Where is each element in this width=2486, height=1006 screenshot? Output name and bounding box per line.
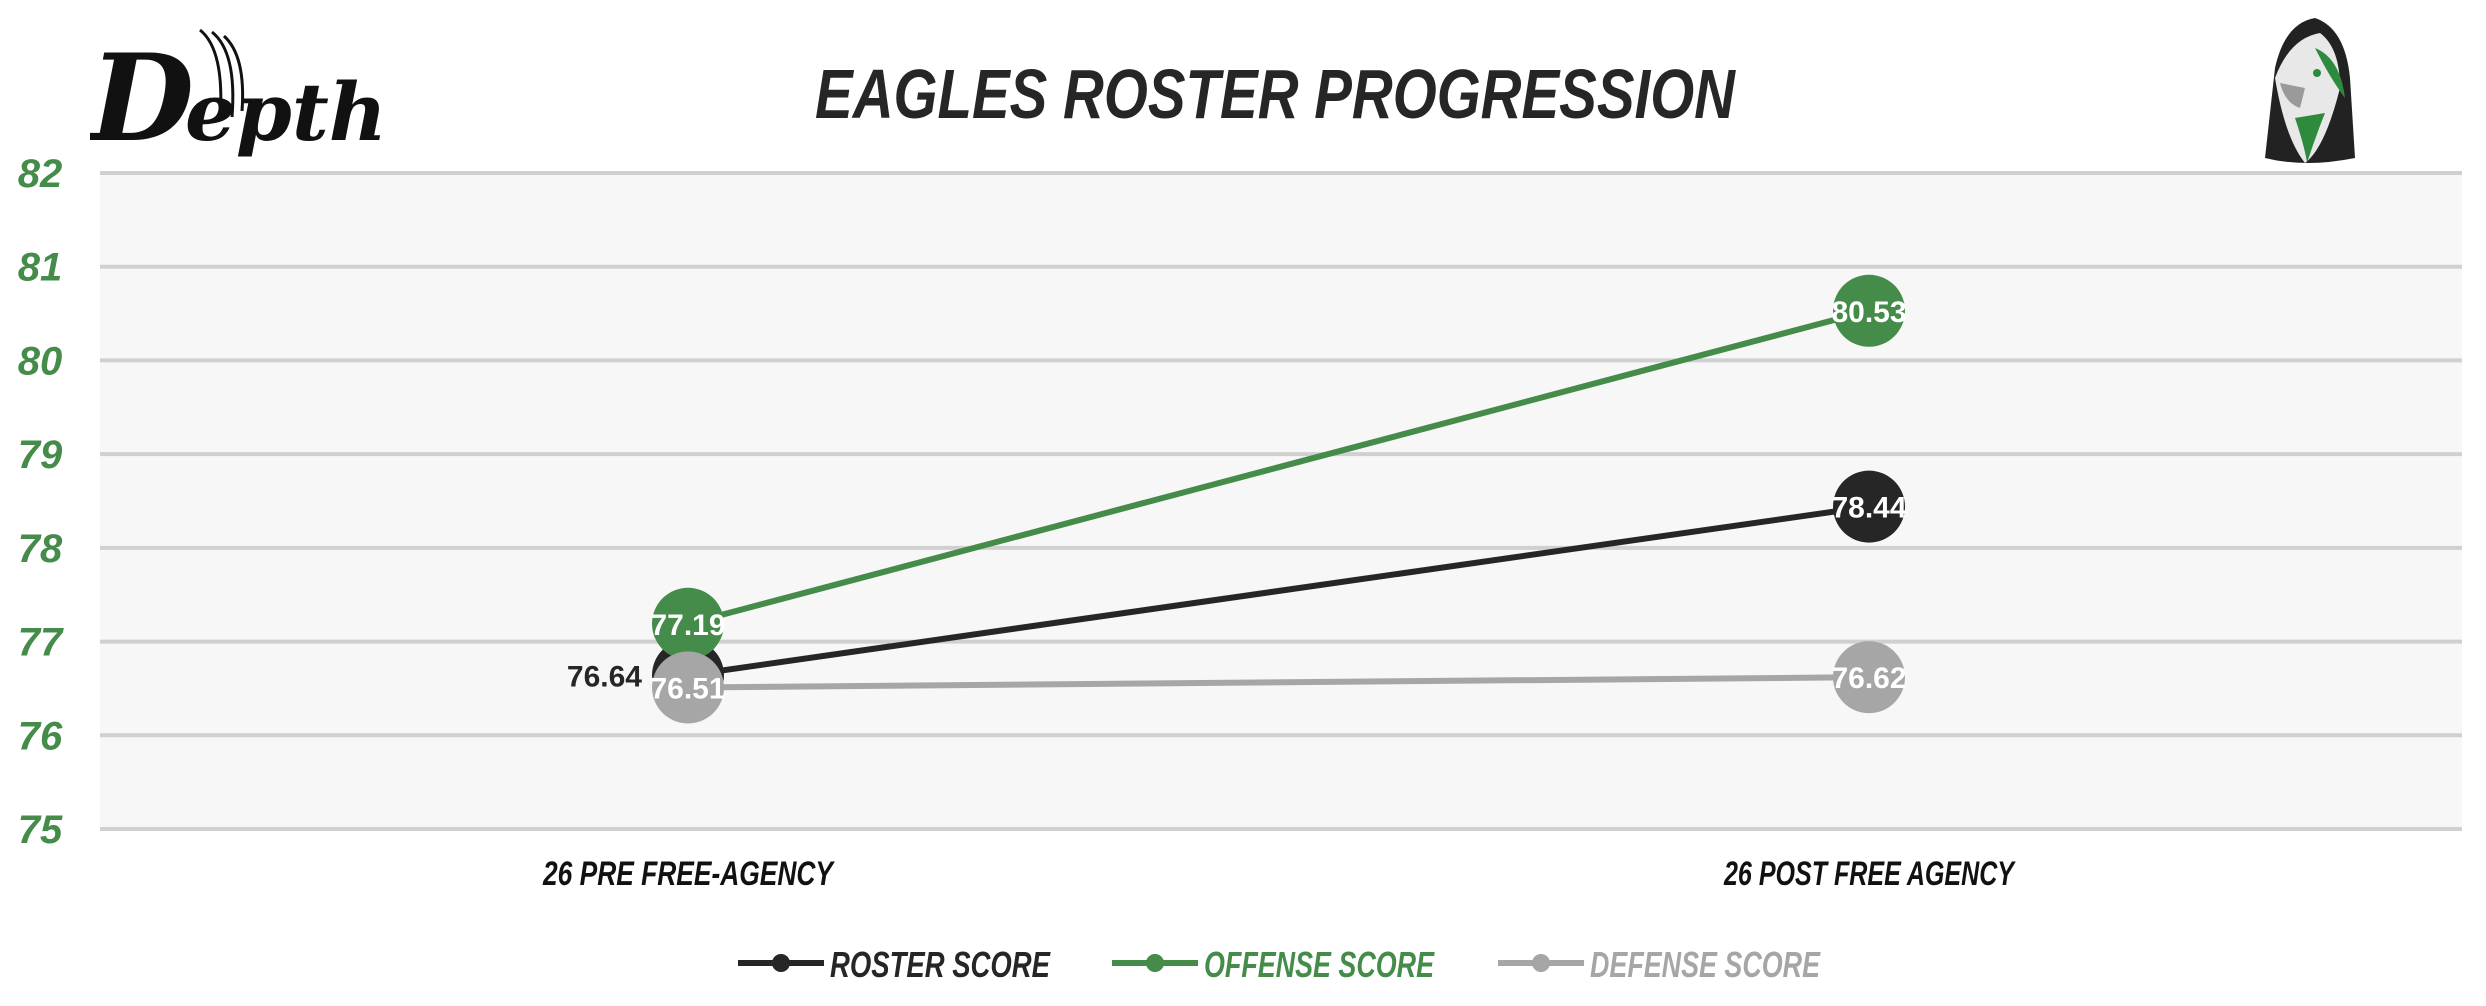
series-line: [687, 307, 1870, 627]
eagle-mascot-logo: [2265, 18, 2355, 163]
y-tick-label: 77: [18, 621, 64, 665]
y-tick-label: 76: [18, 714, 63, 758]
y-tick-label: 79: [18, 433, 63, 477]
data-point: [652, 587, 724, 660]
data-point: [1833, 274, 1905, 347]
chart-title: EAGLES ROSTER PROGRESSION: [815, 55, 1736, 133]
y-tick-label: 81: [18, 246, 63, 290]
data-label: 76.64: [567, 660, 642, 693]
data-label: 80.53: [1831, 296, 1906, 329]
legend-marker: [1532, 954, 1550, 972]
depth-logo: D epth: [90, 28, 387, 169]
legend-marker: [1146, 954, 1164, 972]
svg-text:epth: epth: [185, 65, 387, 159]
legend-label: ROSTER SCORE: [830, 944, 1051, 985]
y-tick-label: 78: [18, 527, 63, 571]
legend-label: OFFENSE SCORE: [1204, 944, 1435, 985]
data-point: [1833, 641, 1905, 714]
data-label: 78.44: [1831, 492, 1906, 525]
data-label: 76.62: [1831, 662, 1906, 695]
series-line: [687, 674, 1870, 691]
data-label: 77.19: [650, 609, 725, 642]
y-tick-label: 80: [18, 339, 63, 383]
data-label: 76.51: [650, 672, 725, 705]
plot-area: [100, 173, 2462, 829]
series-line: [687, 503, 1870, 679]
y-tick-label: 75: [18, 808, 63, 852]
y-tick-label: 82: [18, 152, 63, 196]
x-tick-label: 26 POST FREE AGENCY: [1723, 855, 2016, 893]
data-point: [652, 651, 724, 724]
svg-text:D: D: [90, 28, 194, 169]
data-point: [1833, 470, 1905, 543]
legend-label: DEFENSE SCORE: [1590, 944, 1821, 985]
x-tick-label: 26 PRE FREE-AGENCY: [542, 855, 835, 893]
legend-marker: [772, 954, 790, 972]
